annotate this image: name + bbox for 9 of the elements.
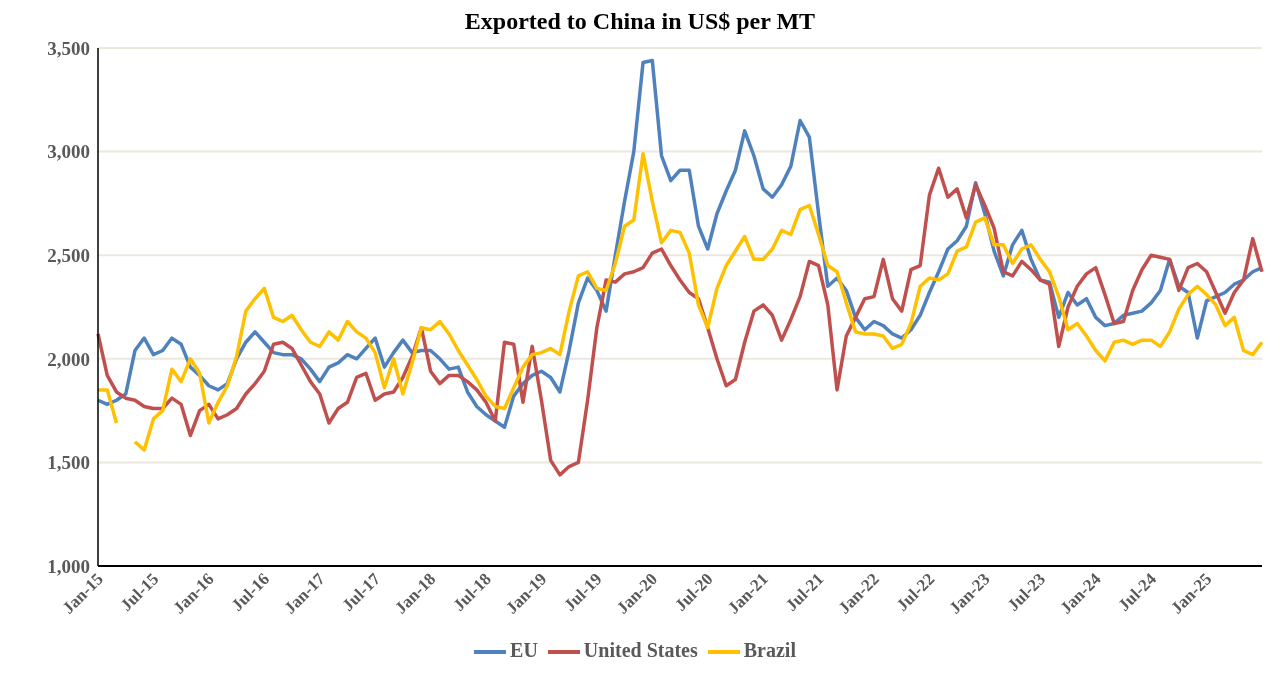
- y-tick-label: 2,000: [47, 348, 90, 370]
- y-tick-label: 3,000: [47, 141, 90, 163]
- legend-label: Brazil: [743, 638, 796, 661]
- y-tick-label: 1,500: [47, 452, 90, 474]
- y-tick-label: 3,500: [47, 37, 90, 59]
- chart-title: Exported to China in US$ per MT: [463, 8, 817, 36]
- legend-label: EU: [510, 638, 538, 661]
- y-tick-label: 2,500: [47, 244, 90, 266]
- legend-label: United States: [583, 638, 698, 661]
